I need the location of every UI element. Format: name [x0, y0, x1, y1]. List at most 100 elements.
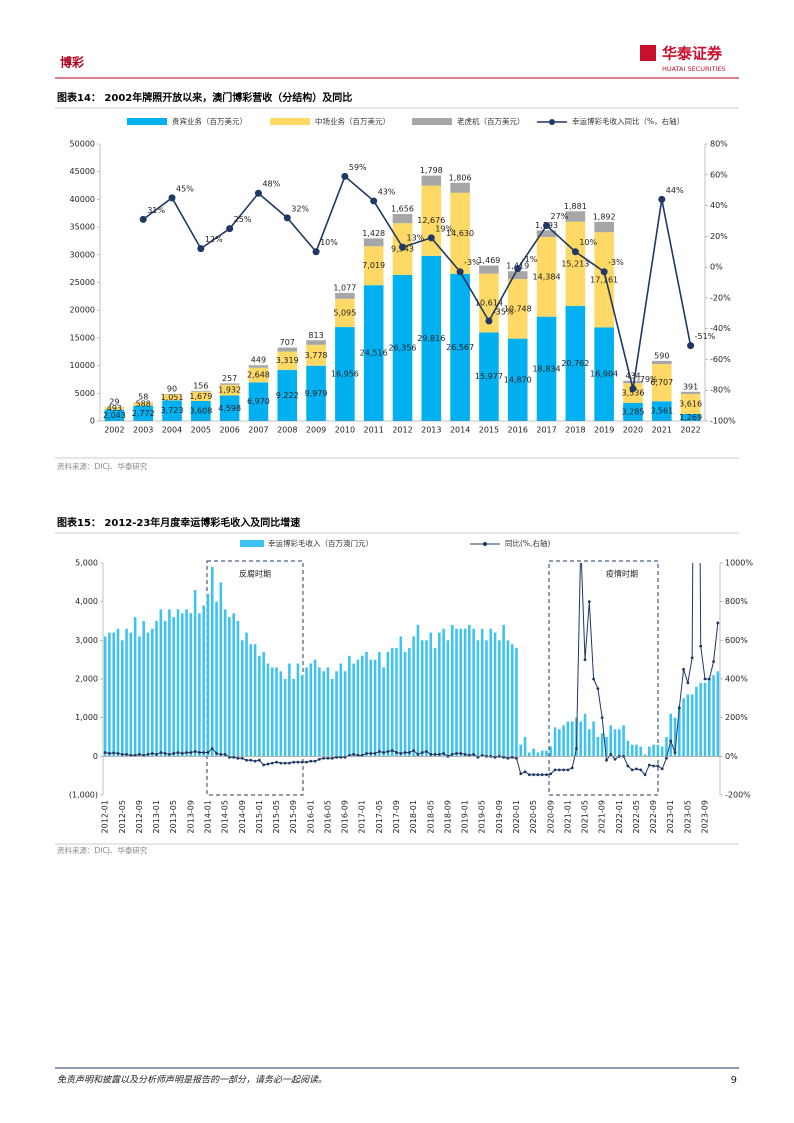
bar — [450, 182, 470, 193]
bar — [390, 648, 394, 757]
bar — [103, 636, 107, 757]
point — [687, 342, 695, 350]
point — [202, 751, 206, 754]
bar — [219, 383, 240, 385]
bar — [104, 406, 125, 410]
point — [587, 600, 591, 604]
point — [433, 753, 437, 756]
point — [566, 768, 570, 772]
point — [455, 752, 458, 755]
data-label: 18,834 — [533, 364, 561, 373]
point — [686, 681, 690, 685]
point — [506, 756, 510, 760]
bar — [429, 632, 433, 757]
y2-tick-label: 200% — [725, 713, 748, 722]
bar — [651, 401, 672, 421]
x-tick-label: 2021-09 — [598, 800, 607, 833]
point — [532, 773, 536, 777]
data-label: -3% — [608, 258, 624, 267]
bar — [446, 640, 450, 757]
point — [412, 749, 416, 752]
bar — [306, 365, 326, 421]
x-tick-label: 2022-09 — [649, 800, 658, 833]
point — [485, 317, 493, 325]
x-tick-label: 2018-01 — [409, 800, 418, 833]
data-label: 2,648 — [247, 371, 270, 380]
bar — [335, 298, 355, 328]
x-tick-label: 2013-05 — [169, 800, 178, 833]
bar — [485, 640, 488, 757]
bar — [472, 628, 475, 757]
bar — [248, 365, 269, 368]
legend-swatch — [483, 542, 487, 546]
bar — [515, 648, 518, 757]
data-label: 13% — [407, 234, 425, 243]
bar — [553, 727, 557, 757]
point — [198, 751, 201, 754]
point — [519, 772, 523, 776]
y2-tick-label: 400% — [725, 675, 748, 684]
bar — [682, 698, 685, 757]
point — [322, 756, 326, 760]
bar — [279, 671, 283, 757]
x-tick-label: 2015-05 — [272, 800, 281, 833]
legend-swatch — [549, 119, 555, 125]
y-tick-label: 50000 — [70, 140, 95, 149]
bar — [673, 717, 677, 757]
data-label: 7,019 — [362, 261, 385, 270]
x-tick-label: 2019 — [594, 426, 614, 435]
y2-tick-label: -40% — [710, 324, 731, 333]
point — [515, 756, 518, 760]
y-tick-label: 0 — [93, 752, 98, 761]
y2-tick-label: -80% — [710, 386, 731, 395]
point — [180, 752, 184, 755]
y-tick-label: 4,000 — [75, 597, 98, 606]
point — [395, 751, 398, 754]
bar — [189, 613, 193, 757]
bar — [138, 636, 141, 757]
data-label: 3,319 — [276, 356, 299, 365]
data-label: 1,077 — [333, 283, 356, 292]
point — [660, 767, 664, 771]
x-tick-label: 2004 — [162, 426, 182, 435]
x-tick-label: 2017-05 — [375, 800, 384, 833]
data-label: 10% — [320, 238, 338, 247]
data-label: 1,656 — [391, 205, 414, 214]
legend-swatch — [412, 118, 452, 125]
bar — [277, 369, 298, 421]
point — [527, 773, 531, 777]
bar — [326, 667, 330, 757]
bar — [678, 706, 681, 757]
bar — [656, 744, 660, 757]
bar — [680, 413, 701, 421]
bar — [565, 305, 586, 421]
point — [579, 542, 582, 545]
data-label: 3,616 — [679, 399, 702, 408]
bar — [172, 617, 175, 757]
bar — [609, 725, 613, 757]
bar — [623, 380, 643, 384]
point — [669, 739, 673, 743]
point — [312, 248, 320, 256]
bar — [622, 725, 625, 757]
bar — [236, 621, 240, 757]
bar — [245, 632, 248, 757]
x-tick-label: 2008 — [277, 426, 297, 435]
x-tick-label: 2002 — [104, 426, 124, 435]
data-label: 20,762 — [561, 359, 589, 368]
data-label: 31% — [147, 206, 165, 215]
point — [543, 222, 551, 230]
x-tick-label: 2005 — [191, 426, 211, 435]
bar — [266, 663, 270, 757]
bar — [176, 609, 180, 757]
point — [262, 763, 266, 767]
bar — [592, 721, 595, 757]
point — [155, 753, 158, 756]
y-tick-label: 2,000 — [75, 675, 98, 684]
bar — [193, 590, 197, 757]
x-tick-label: 2011 — [364, 426, 384, 435]
bar — [249, 644, 253, 757]
point — [609, 753, 613, 756]
bar — [425, 640, 428, 757]
bar — [498, 640, 501, 757]
